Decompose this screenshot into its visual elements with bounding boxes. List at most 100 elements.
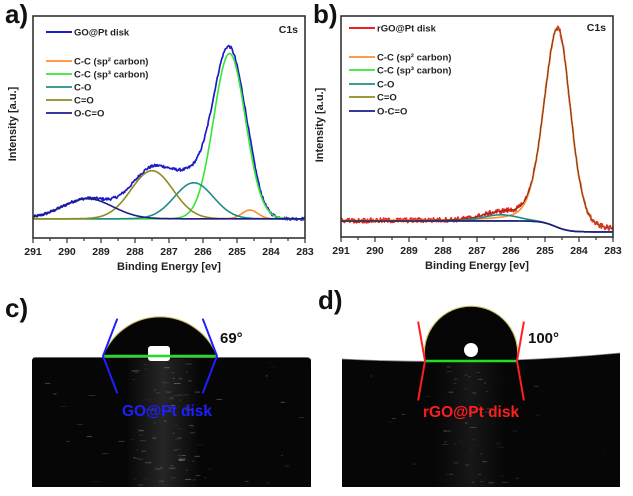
legend-label: C-C (sp² carbon) (74, 57, 148, 68)
texture-speck (159, 480, 164, 482)
texture-speck (178, 406, 181, 408)
texture-speck (144, 462, 152, 464)
texture-speck (179, 399, 182, 401)
texture-speck (60, 406, 67, 407)
texture-speck (133, 478, 138, 480)
texture-speck (170, 404, 176, 406)
texture-speck (155, 468, 161, 470)
texture-speck (156, 392, 160, 394)
texture-speck (208, 468, 212, 470)
texture-speck (244, 480, 249, 482)
texture-speck (194, 455, 200, 457)
x-tick-label: 290 (366, 245, 384, 257)
texture-speck (454, 378, 458, 380)
legend-label: C-O (377, 80, 394, 91)
texture-speck (172, 432, 175, 434)
legend-item: rGO@Pt disk (349, 24, 437, 35)
x-tick-label: 287 (160, 246, 178, 258)
legend-label: rGO@Pt disk (377, 24, 437, 35)
chart-title: C1s (587, 22, 606, 34)
texture-speck (424, 396, 431, 398)
legend-item: O-C=O (349, 107, 407, 118)
texture-speck (472, 392, 477, 394)
texture-speck (153, 422, 156, 424)
texture-speck (391, 418, 396, 420)
panel-label-b: b) (313, 0, 338, 29)
texture-speck (203, 405, 205, 407)
tangent-line-left (101, 318, 119, 394)
texture-speck (465, 464, 470, 466)
texture-speck (190, 432, 195, 434)
texture-speck (453, 382, 457, 384)
contact-angle-photo-go: c) 69° GO@Pt disk (5, 293, 311, 487)
photo-texture (45, 362, 304, 486)
texture-speck (478, 378, 483, 380)
texture-speck (153, 389, 157, 391)
series-component-c-c-sp-carbon (33, 209, 305, 220)
texture-speck (401, 414, 406, 415)
legend-item: C-C (sp² carbon) (46, 57, 148, 68)
xps-chart-rgo: b) 291 290 289 288 287 286 285 284 283 Binding En… (313, 0, 622, 272)
light-reflection (148, 346, 170, 361)
texture-speck (453, 443, 457, 445)
texture-speck (446, 371, 453, 373)
legend-item: C-O (46, 83, 91, 94)
texture-speck (179, 459, 183, 461)
sample-label: GO@Pt disk (122, 403, 212, 420)
texture-speck (86, 436, 93, 438)
x-tick-label: 283 (604, 245, 622, 257)
texture-speck (602, 451, 606, 453)
x-tick-label: 287 (468, 245, 486, 257)
x-tick-label: 286 (502, 245, 520, 257)
texture-speck (216, 398, 223, 400)
texture-speck (137, 429, 143, 431)
x-axis-label: Binding Energy [ev] (117, 261, 221, 273)
texture-speck (484, 411, 491, 413)
texture-speck (178, 460, 185, 461)
legend-label: C-O (74, 83, 91, 94)
texture-speck (501, 481, 508, 483)
legend: rGO@Pt disk C-C (sp² carbon) C-C (sp³ carb… (349, 24, 451, 118)
legend: GO@Pt disk C-C (sp² carbon) C-C (sp³ carbo… (46, 28, 148, 120)
texture-speck (177, 378, 183, 380)
texture-speck (134, 457, 139, 459)
texture-speck (453, 462, 459, 464)
texture-speck (175, 448, 181, 450)
legend-label: C=O (74, 96, 94, 107)
texture-speck (169, 409, 172, 411)
texture-speck (172, 377, 175, 379)
texture-speck (441, 444, 449, 445)
texture-speck (533, 385, 539, 387)
texture-speck (92, 481, 99, 483)
texture-speck (485, 391, 489, 392)
xps-chart-go: a) 291 290 289 288 287 286 285 284 283 Binding En… (5, 0, 314, 273)
contact-angle-photo-rgo: d) 100° rGO@Pt disk (318, 285, 621, 487)
legend-label: GO@Pt disk (74, 28, 130, 39)
texture-speck (164, 367, 170, 369)
sample-label: rGO@Pt disk (423, 404, 519, 421)
texture-speck (166, 391, 172, 393)
texture-speck (265, 375, 268, 377)
texture-speck (139, 434, 143, 436)
texture-speck (447, 366, 451, 368)
texture-speck (502, 382, 505, 383)
photo-texture (369, 366, 606, 484)
texture-speck (488, 482, 495, 484)
chart-title: C1s (279, 24, 298, 36)
texture-speck (134, 371, 139, 373)
texture-speck (185, 478, 192, 480)
texture-speck (443, 430, 446, 432)
x-tick-label: 284 (262, 246, 280, 258)
x-tick-label: 289 (92, 246, 110, 258)
series-fit-envelope (341, 27, 613, 229)
texture-speck (484, 382, 486, 384)
texture-speck (413, 463, 417, 465)
texture-speck (192, 479, 196, 481)
texture-speck (388, 421, 392, 423)
contact-angle-value: 69° (220, 330, 243, 347)
texture-speck (185, 469, 188, 471)
texture-speck (495, 443, 501, 445)
water-droplet (102, 316, 218, 357)
texture-speck (443, 430, 451, 432)
texture-speck (369, 375, 373, 377)
